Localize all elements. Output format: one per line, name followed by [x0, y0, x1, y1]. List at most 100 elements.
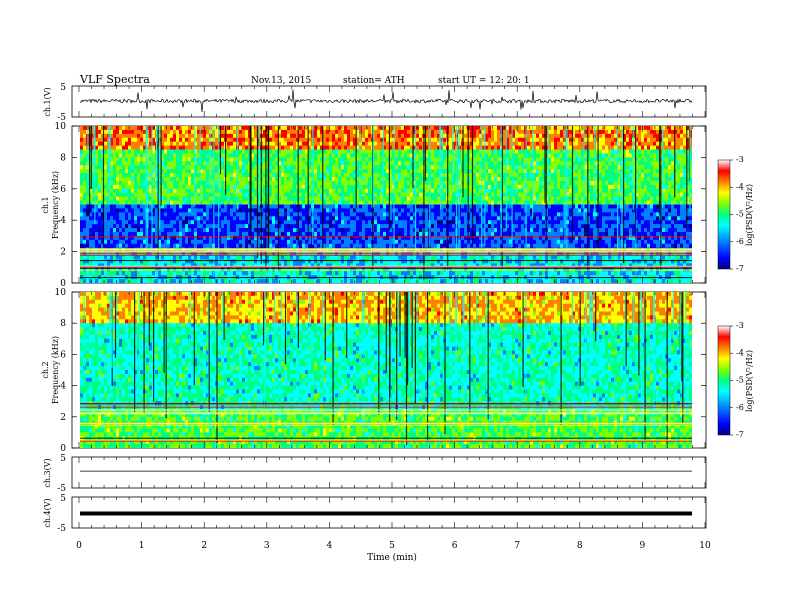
ch1-spectrogram-cell: [227, 145, 230, 150]
ch1-spectrogram-cell: [665, 208, 668, 213]
ch1-spectrogram-cell: [275, 196, 278, 201]
ch1-spectrogram-cell: [470, 216, 473, 221]
ch1-spectrogram-cell: [245, 216, 248, 221]
ch1-spectrogram-cell: [542, 157, 545, 162]
ch1-spectrogram-cell: [89, 184, 92, 190]
ch1-spectrogram-cell: [338, 161, 341, 166]
ch1-spectrogram-cell: [257, 173, 260, 178]
ch1-spectrogram-cell: [230, 177, 233, 182]
ch1-spectrogram-cell: [215, 173, 218, 178]
ch1-spectrogram-cell: [650, 165, 653, 170]
ch1-spectrogram-cell: [419, 153, 422, 158]
ch1-spectrogram-cell: [476, 169, 479, 174]
ch1-spectrogram-cell: [164, 173, 167, 178]
ch1-spectrogram-cell: [290, 216, 293, 221]
ch1-spectrogram-cell: [533, 145, 536, 150]
ch1-spectrogram-cell: [182, 169, 185, 174]
ch1-spectrogram-cell: [134, 184, 137, 190]
ch1-spectrogram-cell: [167, 149, 170, 154]
ch1-spectrogram-cell: [314, 129, 317, 135]
ch1-spectrogram-cell: [491, 192, 494, 197]
ch1-spectrogram-cell: [398, 126, 401, 131]
ch1-spectrogram-cell: [101, 165, 104, 170]
ch1-spectrogram-cell: [263, 184, 266, 190]
ch1-spectrogram-cell: [134, 153, 137, 158]
ch1-spectrogram-cell: [173, 200, 176, 205]
ch1-spectrogram-cell: [569, 137, 572, 142]
ch1-spectrogram-cell: [386, 216, 389, 221]
ch1-spectrogram-cell: [560, 165, 563, 170]
ch1-spectrogram-cell: [602, 208, 605, 213]
ch1-spectrogram-cell: [548, 141, 551, 146]
ch1-spectrogram-cell: [539, 204, 542, 209]
ch1-spectrogram-cell: [209, 220, 212, 225]
ch1-spectrogram-cell: [461, 208, 464, 213]
ch1-spectrogram-cell: [557, 212, 560, 217]
ch1-spectrogram-cell: [629, 149, 632, 154]
ch1-spectrogram-cell: [509, 141, 512, 146]
ch1-spectrogram-cell: [410, 188, 413, 194]
ch1-spectrogram-cell: [263, 196, 266, 201]
ch1-spectrogram-cell: [155, 196, 158, 201]
ch1-spectrogram-cell: [419, 216, 422, 221]
ch1-spectrogram-cell: [329, 157, 332, 162]
ch1-spectrogram-cell: [497, 137, 500, 142]
ch1-spectrogram-cell: [539, 212, 542, 217]
ch1-spectrogram-cell: [191, 192, 194, 197]
ch1-spectrogram-cell: [161, 173, 164, 178]
ch1-spectrogram-cell: [386, 126, 389, 131]
ch1-spectrogram-cell: [152, 129, 155, 135]
ch1-spectrogram-cell: [206, 141, 209, 146]
ch1-spectrogram-cell: [134, 173, 137, 178]
ch1-spectrogram-cell: [251, 216, 254, 221]
ch1-spectrogram-cell: [209, 216, 212, 221]
ch1-spectrogram-cell: [680, 204, 683, 209]
ch1-spectrogram-cell: [539, 196, 542, 201]
ch1-spectrogram-cell: [101, 220, 104, 225]
ch1-spectrogram-cell: [182, 188, 185, 194]
ch1-spectrogram-cell: [218, 129, 221, 135]
ch1-spectrogram-cell: [206, 173, 209, 178]
ch1-spectrogram-cell: [89, 133, 92, 139]
ch1-spectrogram-cell: [401, 129, 404, 135]
ch1-spectrogram-cell: [419, 137, 422, 142]
ch1-spectrogram-cell: [293, 133, 296, 139]
ch1-spectrogram-cell: [479, 137, 482, 142]
ch1-spectrogram-cell: [149, 161, 152, 166]
ch1-spectrogram-cell: [191, 133, 194, 139]
ch1-spectrogram-cell: [461, 200, 464, 205]
ch1-spectrogram-cell: [590, 141, 593, 146]
ch1-spectrogram-cell: [404, 165, 407, 170]
ch1-spectrogram-cell: [305, 180, 308, 186]
ch1-spectrogram-cell: [536, 153, 539, 158]
ch1-spectrogram-cell: [251, 220, 254, 225]
ch1-spectrogram-cell: [128, 133, 131, 139]
ch1-spectrogram-cell: [485, 133, 488, 139]
ch1-spectrogram-cell: [152, 149, 155, 154]
ch1-spectrogram-cell: [476, 157, 479, 162]
ch1-spectrogram-cell: [437, 129, 440, 135]
ch1-spectrogram-cell: [104, 145, 107, 150]
ch1-spectrogram-cell: [245, 137, 248, 142]
ch1-spectrogram-cell: [662, 145, 665, 150]
ch1-spectrogram-cell: [278, 192, 281, 197]
ch1-spectrogram-cell: [551, 173, 554, 178]
ch1-spectrogram-cell: [434, 177, 437, 182]
ch1-spectrogram-cell: [362, 153, 365, 158]
ch1-spectrogram-cell: [287, 126, 290, 131]
ch1-spectrogram-cell: [554, 157, 557, 162]
ch1-spectrogram-cell: [575, 129, 578, 135]
ch1-spectrogram-cell: [506, 177, 509, 182]
ch1-spectrogram-cell: [395, 196, 398, 201]
ch1-spectrogram-cell: [527, 192, 530, 197]
ch1-spectrogram-cell: [677, 137, 680, 142]
ch1-spectrogram-cell: [623, 133, 626, 139]
ch1-spectrogram-cell: [686, 177, 689, 182]
ch1-spectrogram-cell: [650, 196, 653, 201]
ch1-spectrogram-cell: [104, 161, 107, 166]
ch1-spectrogram-cell: [503, 145, 506, 150]
ch1-spectrogram-cell: [503, 173, 506, 178]
ch1-spectrogram-cell: [491, 161, 494, 166]
ch1-spectrogram-cell: [425, 196, 428, 201]
ch1-spectrogram-cell: [218, 145, 221, 150]
